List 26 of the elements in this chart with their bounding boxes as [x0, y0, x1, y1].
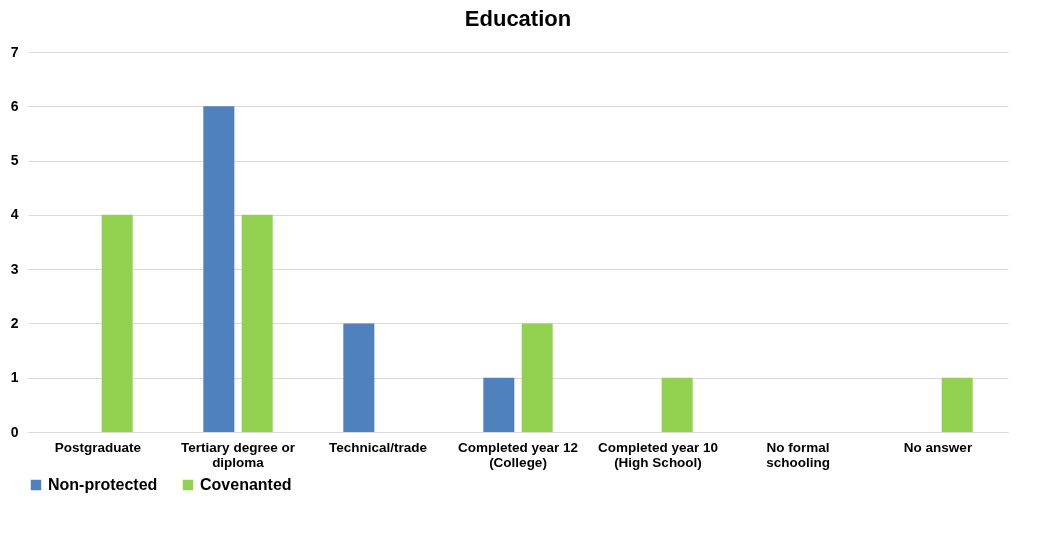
bar [241, 214, 273, 432]
x-tick-label: No formal schooling [766, 439, 830, 470]
y-tick-label: 7 [10, 43, 19, 60]
bar [343, 323, 375, 432]
y-tick-label: 6 [10, 97, 19, 114]
y-tick-label: 2 [10, 314, 19, 331]
legend-label: Non-protected [48, 476, 158, 493]
x-tick-label: No answer [903, 439, 973, 455]
bar [483, 377, 515, 432]
y-tick-label: 5 [10, 152, 19, 169]
bar [101, 214, 133, 432]
bar [661, 377, 693, 432]
y-tick-label: 1 [10, 369, 19, 386]
y-tick-label: 0 [10, 423, 19, 440]
chart-title: Education [464, 6, 572, 31]
x-tick-label: Technical/trade [328, 439, 428, 455]
legend-label: Covenanted [200, 476, 292, 493]
x-tick-label: Tertiary degree or diploma [181, 439, 296, 470]
y-tick-label: 4 [10, 206, 19, 223]
x-tick-label: Completed year 10 (High School) [597, 439, 719, 470]
x-tick-label: Postgraduate [54, 439, 142, 455]
x-tick-label: Completed year 12 (College) [457, 439, 579, 470]
bar [203, 106, 235, 432]
y-tick-label: 3 [10, 260, 19, 277]
bar [521, 323, 553, 432]
bar [941, 377, 973, 432]
